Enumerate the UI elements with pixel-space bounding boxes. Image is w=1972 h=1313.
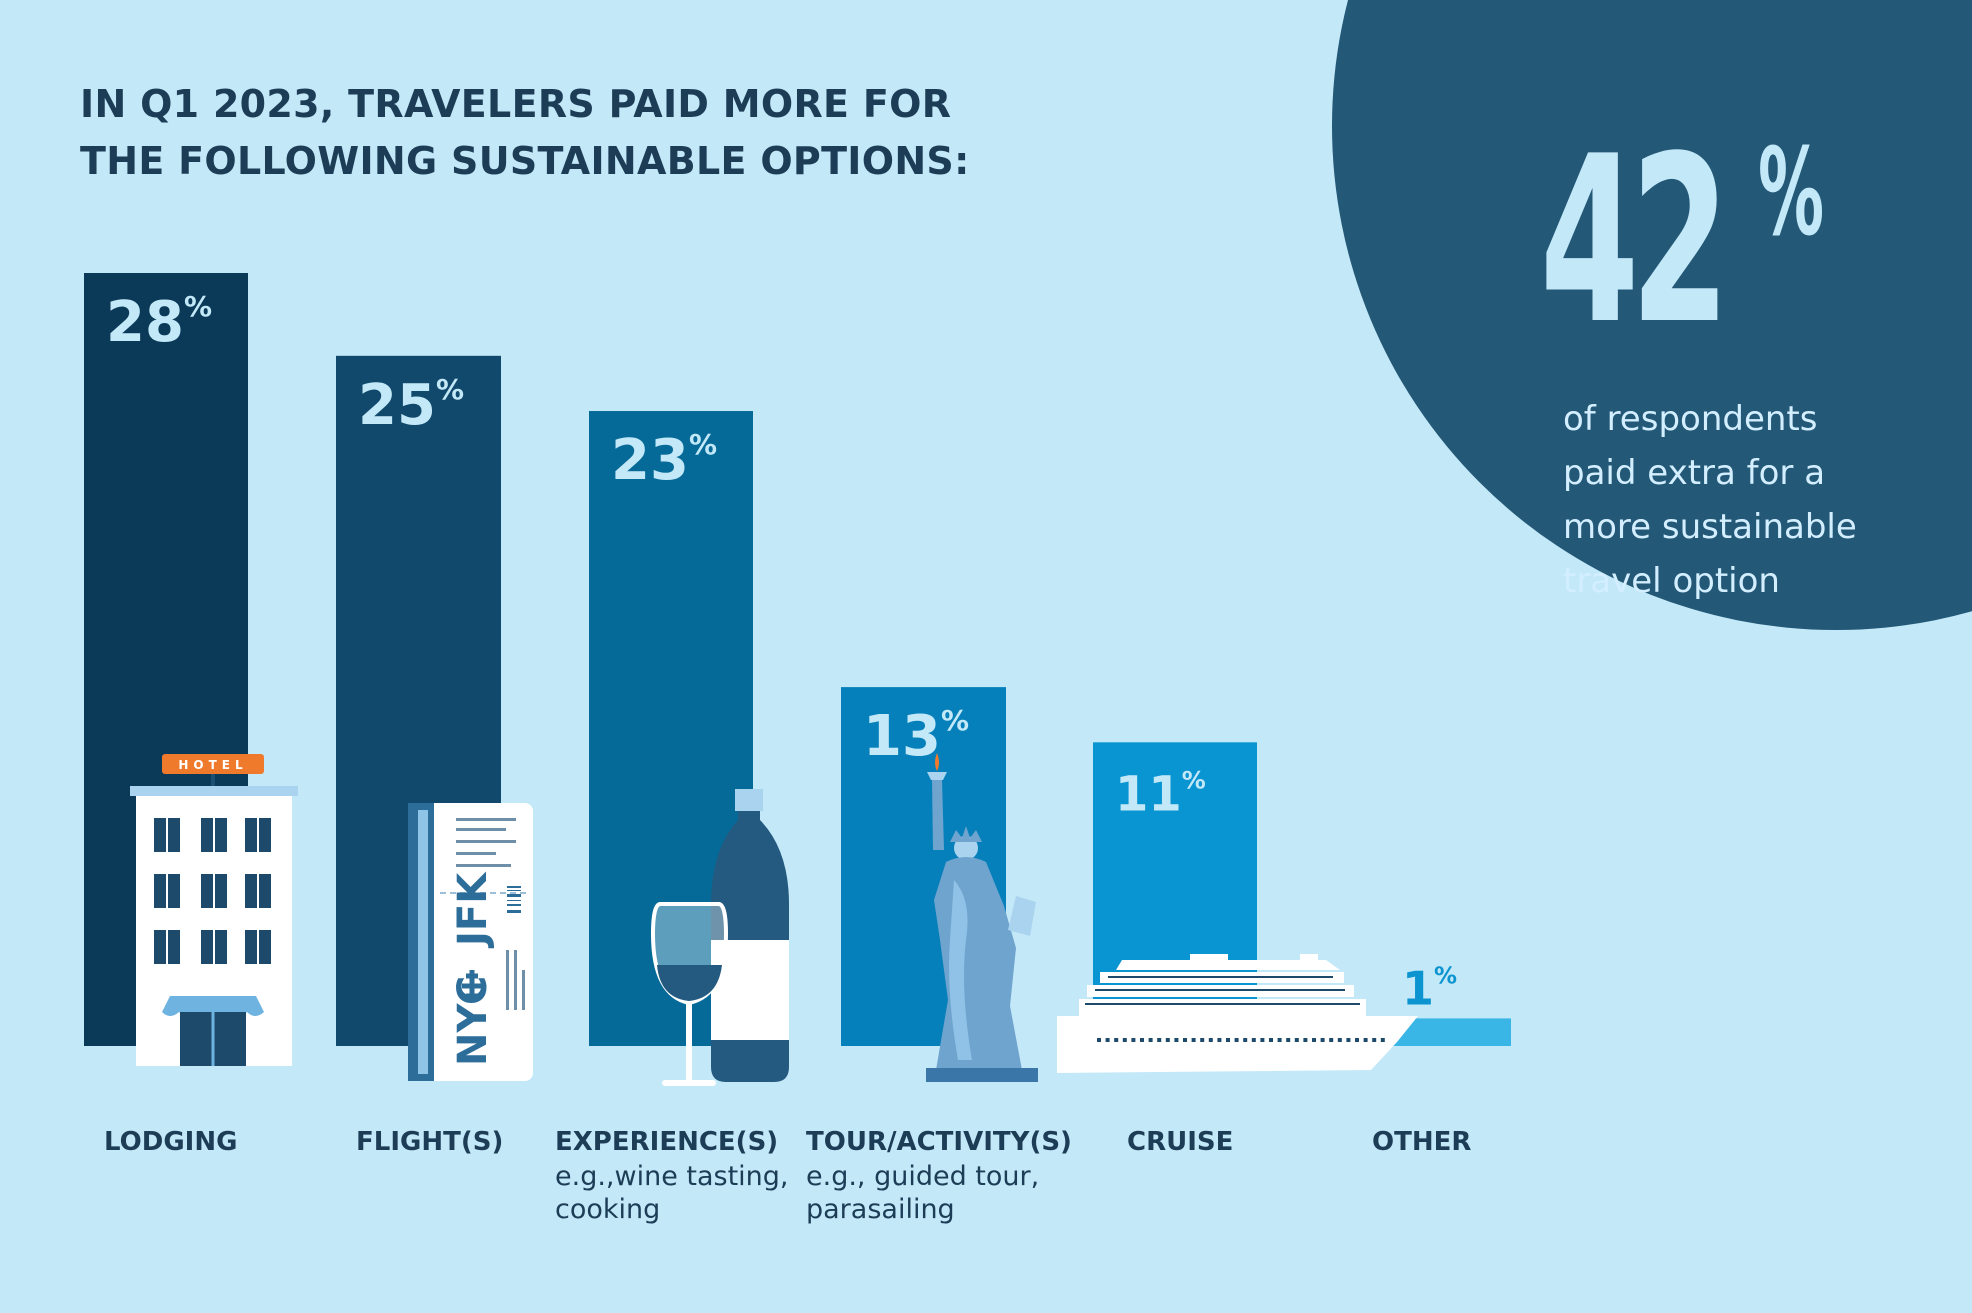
porthole	[1157, 1038, 1162, 1042]
porthole	[1277, 1038, 1282, 1042]
porthole	[1131, 1038, 1136, 1042]
boarding-pass-icon: NYC JFK	[408, 803, 533, 1081]
highlight-stat: 42 %	[1540, 112, 1832, 372]
porthole	[1329, 1038, 1334, 1042]
category-label: TOUR/ACTIVITY(S)	[806, 1127, 1072, 1157]
porthole	[1105, 1038, 1110, 1042]
porthole	[1148, 1038, 1153, 1042]
highlight-caption-line-3: more sustainable	[1563, 507, 1857, 547]
highlight-caption-line-4: travel option	[1563, 561, 1780, 601]
title-line-2: THE FOLLOWING SUSTAINABLE OPTIONS:	[80, 139, 970, 183]
highlight-caption: of respondents paid extra for a more sus…	[1563, 392, 1893, 608]
category-note-line: e.g.,wine tasting,	[555, 1161, 789, 1192]
porthole	[1269, 1038, 1273, 1042]
bar-value-label: 11%	[1115, 766, 1206, 822]
bar-value-label: 13%	[863, 704, 969, 769]
category-cruise: CRUISE	[1127, 1124, 1377, 1160]
category-label: EXPERIENCE(S)	[555, 1127, 779, 1157]
category-note-line: e.g., guided tour,	[806, 1161, 1040, 1192]
porthole	[1217, 1038, 1222, 1042]
category-lodging: LODGING	[104, 1124, 354, 1160]
porthole	[1337, 1038, 1342, 1042]
category-note: e.g.,wine tasting, cooking	[555, 1160, 805, 1226]
hotel-sign-text: HOTEL	[178, 758, 247, 772]
porthole	[1320, 1038, 1325, 1042]
category-label: LODGING	[104, 1127, 238, 1157]
porthole	[1208, 1038, 1213, 1042]
wine-icon	[650, 789, 789, 1086]
title-line-1: IN Q1 2023, TRAVELERS PAID MORE FOR	[80, 82, 952, 126]
porthole	[1174, 1038, 1179, 1042]
porthole	[1140, 1038, 1144, 1042]
bar-value-label: 23%	[611, 428, 717, 493]
statue-of-liberty-icon	[926, 753, 1038, 1082]
category-note: e.g., guided tour, parasailing	[806, 1160, 1056, 1226]
category-label: FLIGHT(S)	[356, 1127, 504, 1157]
highlight-unit: %	[1758, 124, 1825, 263]
porthole	[1286, 1038, 1291, 1042]
page-title: IN Q1 2023, TRAVELERS PAID MORE FOR THE …	[80, 76, 970, 190]
porthole	[1097, 1038, 1101, 1042]
porthole	[1114, 1038, 1119, 1042]
porthole	[1234, 1038, 1239, 1042]
porthole	[1200, 1038, 1205, 1042]
porthole	[1251, 1038, 1256, 1042]
category-flights: FLIGHT(S)	[356, 1124, 606, 1160]
category-note-line: cooking	[555, 1194, 661, 1225]
porthole	[1165, 1038, 1170, 1042]
porthole	[1380, 1038, 1385, 1042]
porthole	[1372, 1038, 1377, 1042]
porthole	[1243, 1038, 1248, 1042]
porthole	[1183, 1038, 1187, 1042]
porthole	[1260, 1038, 1265, 1042]
porthole	[1122, 1038, 1127, 1042]
category-other: OTHER	[1372, 1124, 1622, 1160]
cruise-ship-icon	[1057, 954, 1418, 1073]
highlight-caption-line-2: paid extra for a	[1563, 453, 1826, 493]
porthole	[1226, 1038, 1230, 1042]
hotel-icon: HOTEL	[130, 754, 298, 1066]
porthole	[1294, 1038, 1299, 1042]
category-label: CRUISE	[1127, 1127, 1234, 1157]
highlight-value: 42	[1540, 108, 1730, 375]
ticket-to: JFK	[450, 871, 496, 949]
porthole	[1355, 1038, 1359, 1042]
category-label: OTHER	[1372, 1127, 1472, 1157]
category-note-line: parasailing	[806, 1194, 955, 1225]
bar-value-label: 28%	[106, 290, 212, 355]
porthole	[1191, 1038, 1196, 1042]
porthole	[1346, 1038, 1351, 1042]
porthole	[1312, 1038, 1316, 1042]
highlight-caption-line-1: of respondents	[1563, 399, 1818, 439]
bar-value-label: 1%	[1402, 961, 1457, 1015]
category-tour-activities: TOUR/ACTIVITY(S) e.g., guided tour, para…	[806, 1124, 1072, 1226]
category-experiences: EXPERIENCE(S) e.g.,wine tasting, cooking	[555, 1124, 805, 1226]
bar-value-label: 25%	[358, 373, 464, 438]
porthole	[1363, 1038, 1368, 1042]
porthole	[1303, 1038, 1308, 1042]
